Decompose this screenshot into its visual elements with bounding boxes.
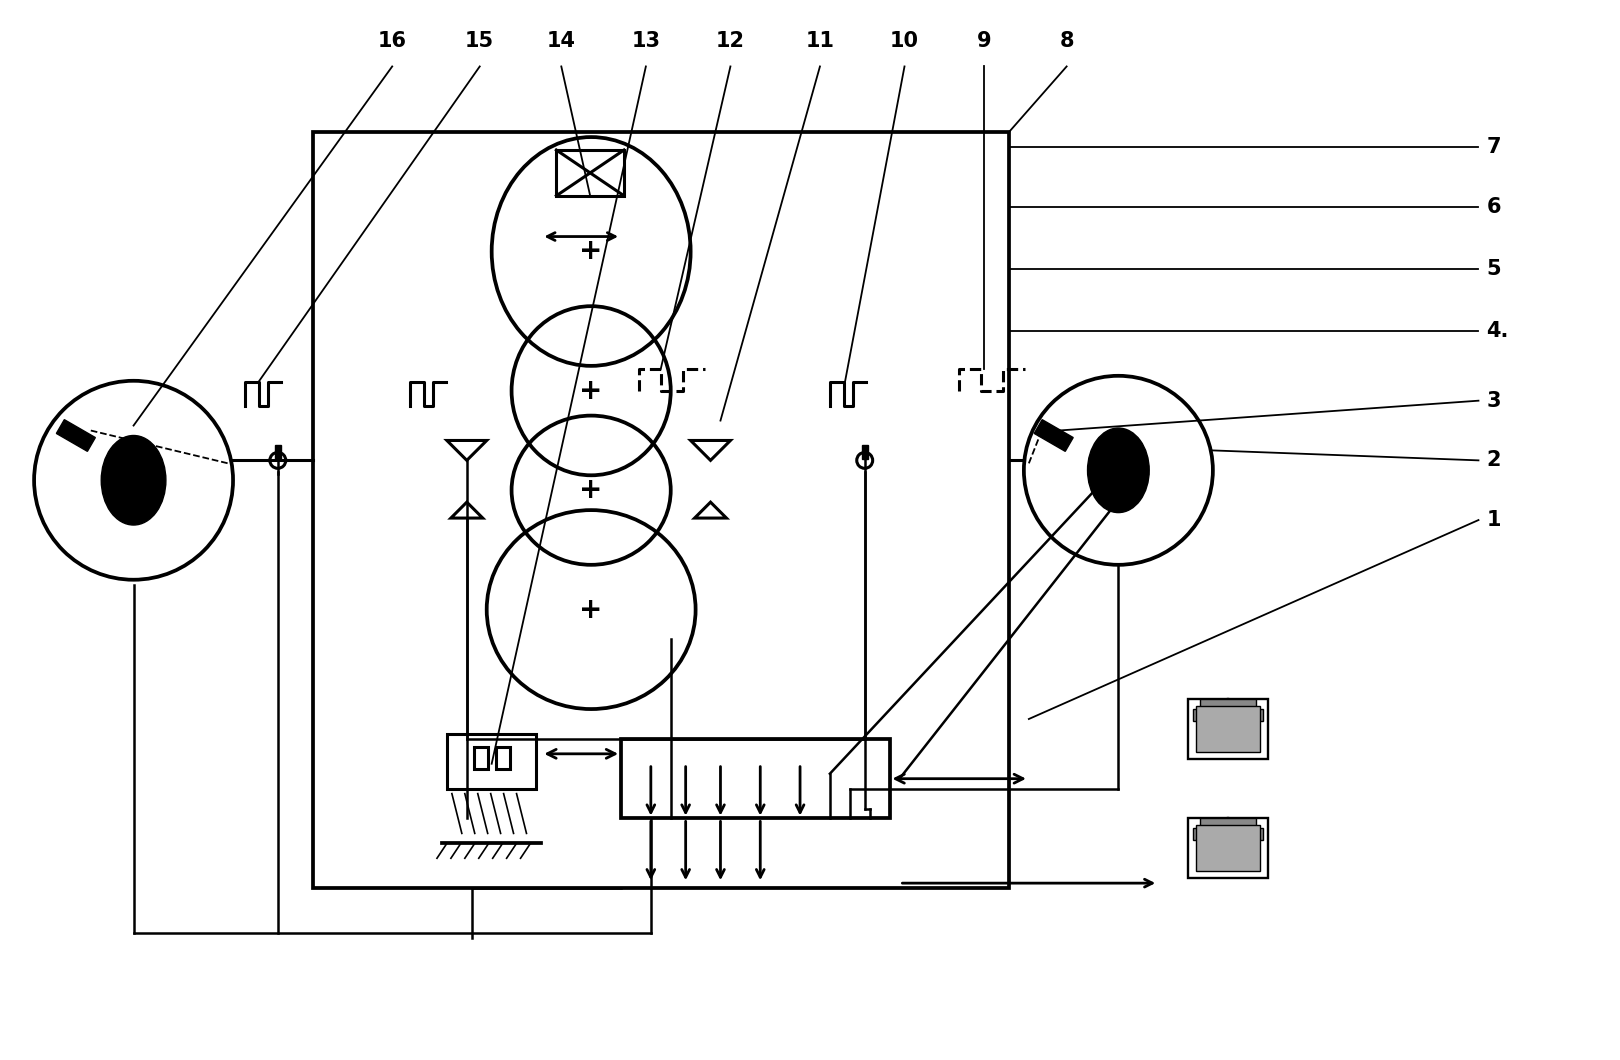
Text: +: + (580, 596, 603, 623)
Bar (1187, 818, 1267, 878)
Bar (1196, 706, 1260, 752)
Text: 7: 7 (1487, 137, 1502, 157)
Text: 6: 6 (1487, 197, 1502, 216)
Bar (1187, 700, 1267, 759)
Bar (275, 445, 280, 459)
Text: +: + (580, 237, 603, 265)
Text: 9: 9 (977, 31, 991, 51)
Bar (447, 734, 536, 789)
Text: 10: 10 (889, 31, 919, 51)
Bar (1196, 826, 1260, 871)
Ellipse shape (1087, 428, 1149, 513)
Text: 15: 15 (465, 31, 494, 51)
Bar (1200, 818, 1256, 827)
Text: +: + (580, 476, 603, 505)
Bar (473, 747, 488, 768)
Text: 11: 11 (805, 31, 834, 51)
Bar (862, 445, 868, 459)
Text: 3: 3 (1487, 391, 1502, 410)
Text: +: + (580, 376, 603, 405)
Bar (1200, 700, 1256, 707)
Text: 2: 2 (1487, 450, 1502, 471)
Text: 4.: 4. (1487, 321, 1508, 341)
Text: 12: 12 (716, 31, 745, 51)
Text: 14: 14 (548, 31, 575, 51)
Text: 8: 8 (1059, 31, 1074, 51)
Polygon shape (1034, 420, 1072, 452)
Text: 16: 16 (377, 31, 407, 51)
Bar (620, 739, 889, 818)
Polygon shape (57, 420, 96, 452)
Ellipse shape (100, 436, 165, 525)
Bar (496, 747, 510, 768)
Bar (1192, 709, 1262, 721)
Bar (556, 151, 624, 196)
Text: 13: 13 (632, 31, 661, 51)
Text: 5: 5 (1487, 260, 1502, 280)
Bar (1192, 829, 1262, 841)
Text: 1: 1 (1487, 510, 1502, 530)
